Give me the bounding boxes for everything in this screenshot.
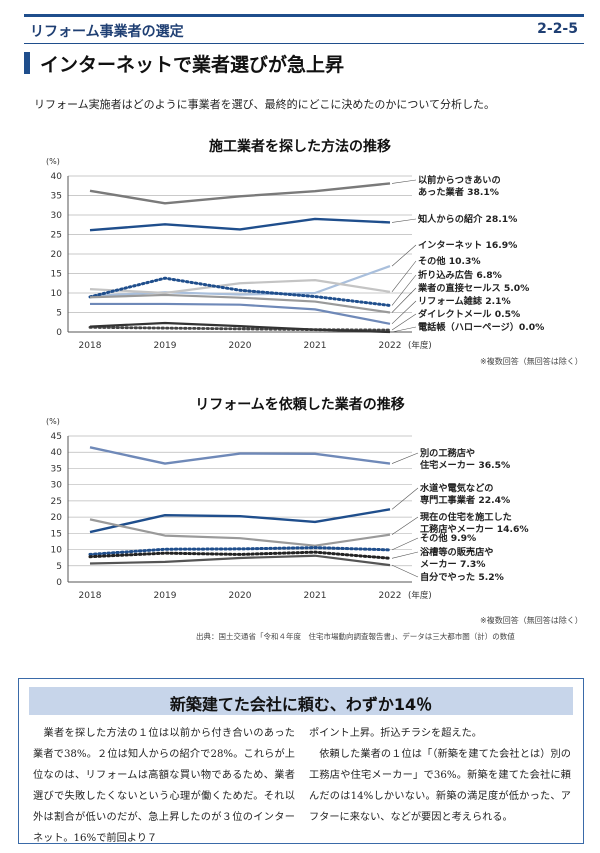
series-label: 別の工務店や bbox=[419, 447, 475, 459]
series-label: 折り込み広告 6.8% bbox=[418, 269, 502, 281]
series-label: 自分でやった 5.2% bbox=[420, 571, 504, 583]
series-line-1 bbox=[89, 217, 391, 232]
y-tick-label: 30 bbox=[51, 481, 63, 491]
chart1-search-method: (%) 0 5 10 15 20 25 30 35 40 2018 2019 2020 2021 2022 (… bbox=[46, 157, 544, 351]
series-label: ダイレクトメール 0.5% bbox=[418, 308, 520, 320]
chart1-note: ※複数回答（無回答は除く） bbox=[480, 357, 583, 366]
x-tick-label: 2021 bbox=[304, 341, 327, 351]
series-label: 専門工事業者 22.4% bbox=[420, 494, 510, 506]
y-tick-label: 10 bbox=[51, 546, 63, 556]
y-tick-label: 40 bbox=[51, 172, 63, 182]
series-label: 知人からの紹介 28.1% bbox=[417, 213, 517, 225]
chart2-title: リフォームを依頼した業者の推移 bbox=[195, 397, 405, 413]
y-tick-label: 45 bbox=[51, 432, 62, 442]
y-tick-label: 35 bbox=[51, 464, 62, 474]
y-tick-label: 35 bbox=[51, 192, 62, 202]
series-label: 浴槽等の販売店や bbox=[420, 546, 494, 558]
series-label: 現在の住宅を施工した bbox=[420, 511, 512, 523]
x-tick-label: 2022 bbox=[379, 341, 402, 351]
series-line-5 bbox=[89, 554, 391, 567]
summary-box-header: 新築建てた会社に頼む、わずか14％ bbox=[29, 687, 573, 715]
intro-text: リフォーム実施者はどのように事業者を選び、最終的にどこに決めたのかについて分析し… bbox=[34, 98, 496, 111]
series-label: 業者の直接セールス 5.0% bbox=[417, 282, 529, 294]
x-tick-label: 2020 bbox=[229, 591, 252, 601]
y-unit-label: (%) bbox=[46, 417, 60, 426]
x-tick-label: 2018 bbox=[79, 341, 102, 351]
section-title: リフォーム事業者の選定 bbox=[30, 24, 184, 40]
x-unit-label: (年度) bbox=[408, 590, 432, 601]
summary-box: 新築建てた会社に頼む、わずか14％ 業者を探した方法の１位は以前から付き合いのあ… bbox=[18, 678, 584, 844]
x-tick-label: 2018 bbox=[79, 591, 102, 601]
label-connector bbox=[391, 487, 419, 510]
series-label: あった業者 38.1% bbox=[418, 186, 499, 198]
x-tick-label: 2019 bbox=[154, 591, 177, 601]
y-tick-label: 20 bbox=[51, 513, 63, 523]
label-connector bbox=[391, 179, 417, 184]
x-tick-label: 2020 bbox=[229, 341, 252, 351]
y-tick-label: 15 bbox=[51, 529, 62, 539]
series-label: その他 9.9% bbox=[420, 532, 476, 544]
series-label: 水道や電気などの bbox=[420, 482, 494, 494]
chart1-title: 施工業者を探した方法の推移 bbox=[209, 139, 391, 155]
x-tick-label: 2022 bbox=[379, 591, 402, 601]
label-connector bbox=[391, 516, 419, 535]
label-connector bbox=[391, 300, 417, 325]
section-header: リフォーム事業者の選定 2-2-5 bbox=[24, 14, 584, 44]
series-line-0 bbox=[89, 446, 391, 465]
x-unit-label: (年度) bbox=[408, 340, 432, 351]
y-tick-label: 0 bbox=[56, 328, 62, 338]
headline: インターネットで業者選びが急上昇 bbox=[24, 48, 584, 78]
series-label: 工務店やメーカー 14.6% bbox=[420, 523, 529, 535]
x-tick-label: 2021 bbox=[304, 591, 327, 601]
summary-column-right: ポイント上昇。折込チラシを超えた。 依頼した業者の１位は「（新築を建てた会社とは… bbox=[309, 728, 571, 823]
label-connector bbox=[391, 551, 419, 559]
label-connector bbox=[391, 326, 417, 333]
chart2-requested-contractor: (%) 0 5 10 15 20 25 30 35 40 45 2018 2019 2020 2021 202… bbox=[46, 417, 529, 601]
label-connector bbox=[391, 287, 417, 313]
label-connector bbox=[391, 260, 417, 293]
series-line-2 bbox=[89, 518, 391, 547]
y-tick-label: 20 bbox=[51, 250, 63, 260]
source-note: 出典：国土交通省「令和４年度 住宅市場動向調査報告書」、データは三大都市圏（計）… bbox=[196, 632, 515, 641]
y-tick-label: 15 bbox=[51, 270, 62, 280]
y-tick-label: 25 bbox=[51, 231, 62, 241]
y-tick-label: 5 bbox=[56, 562, 62, 572]
series-label: 電話帳（ハローページ）0.0% bbox=[418, 321, 544, 333]
label-connector bbox=[391, 244, 417, 267]
series-label: リフォーム雑誌 2.1% bbox=[418, 295, 511, 307]
y-tick-label: 40 bbox=[51, 448, 63, 458]
series-label: メーカー 7.3% bbox=[420, 559, 485, 570]
series-label: 住宅メーカー 36.5% bbox=[420, 459, 510, 471]
y-unit-label: (%) bbox=[46, 157, 60, 166]
headline-accent-bar bbox=[24, 52, 30, 74]
section-number: 2-2-5 bbox=[537, 21, 578, 37]
y-tick-label: 30 bbox=[51, 211, 63, 221]
y-tick-label: 25 bbox=[51, 497, 62, 507]
y-tick-label: 0 bbox=[56, 578, 62, 588]
label-connector bbox=[391, 313, 417, 331]
series-label: インターネット 16.9% bbox=[418, 239, 517, 251]
label-connector bbox=[391, 564, 419, 578]
label-connector bbox=[391, 218, 417, 223]
series-label: その他 10.3% bbox=[418, 255, 481, 267]
x-tick-label: 2019 bbox=[154, 341, 177, 351]
summary-column-left: 業者を探した方法の１位は以前から付き合いのあった業者で38%。２位は知人からの紹… bbox=[33, 728, 295, 844]
label-connector bbox=[391, 274, 417, 306]
summary-box-title: 新築建てた会社に頼む、わずか14％ bbox=[169, 695, 433, 714]
y-tick-label: 5 bbox=[56, 309, 62, 319]
label-connector bbox=[391, 537, 419, 551]
series-line-0 bbox=[89, 182, 391, 205]
label-connector bbox=[391, 452, 419, 464]
y-tick-label: 10 bbox=[51, 289, 63, 299]
chart2-note: ※複数回答（無回答は除く） bbox=[480, 616, 583, 625]
series-label: 以前からつきあいの bbox=[418, 174, 501, 186]
headline-text: インターネットで業者選びが急上昇 bbox=[40, 54, 345, 76]
